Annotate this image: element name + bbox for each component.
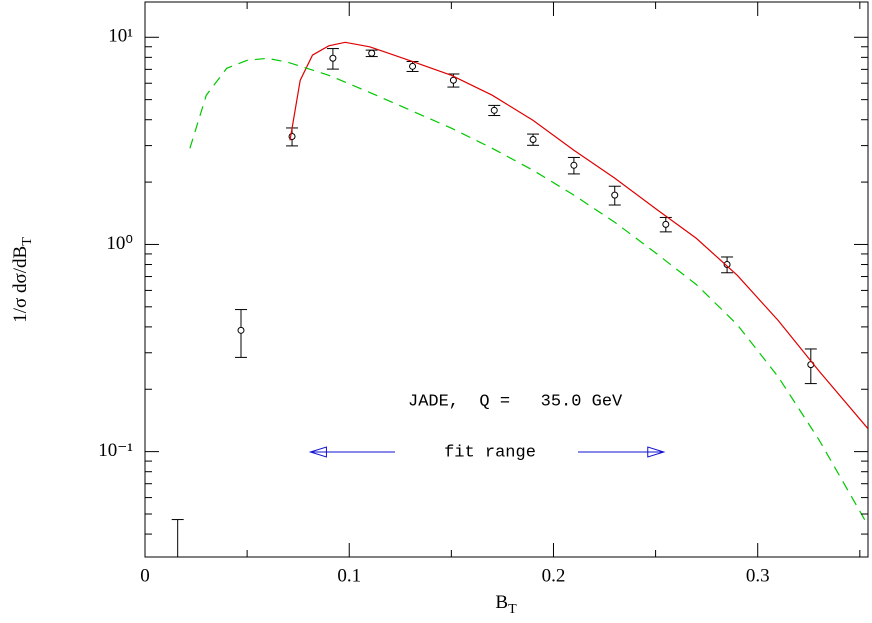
data-point <box>570 161 578 169</box>
fit-arrow-head <box>308 446 327 458</box>
data-point <box>175 593 181 599</box>
fit-range-label: fit range <box>444 443 536 462</box>
data-point <box>529 136 537 144</box>
x-tick-label: 0 <box>140 565 150 586</box>
x-tick-label: 0.1 <box>337 565 361 586</box>
plot-area <box>171 41 868 599</box>
annotation: JADE, Q = 35.0 GeV <box>408 392 623 411</box>
x-label-main: B <box>495 592 508 613</box>
y-tick-label: 10⁰ <box>106 233 133 254</box>
plot-frame <box>144 1 869 558</box>
data-point <box>368 49 376 57</box>
data-point <box>237 326 245 334</box>
y-axis-label: 1/σ dσ/dBT <box>10 237 35 323</box>
data-point <box>723 261 731 269</box>
data-point <box>490 106 498 114</box>
data-point <box>449 76 457 84</box>
data-point <box>611 191 619 199</box>
x-axis-label: BT <box>495 592 517 617</box>
x-tick-label: 0.2 <box>542 565 566 586</box>
y-label-main: 1/σ dσ/dB <box>10 246 31 323</box>
data-point <box>329 54 337 62</box>
data-point <box>409 62 417 70</box>
y-label-sub: T <box>20 237 35 246</box>
y-tick-label: 10⁻¹ <box>98 440 133 461</box>
data-point <box>662 220 670 228</box>
dashed-curve <box>189 57 868 526</box>
x-label-sub: T <box>508 602 517 617</box>
y-tick-label: 10¹ <box>108 26 133 47</box>
fit-arrow-head <box>647 446 666 458</box>
x-tick-label: 0.3 <box>746 565 770 586</box>
solid-curve <box>289 41 868 430</box>
